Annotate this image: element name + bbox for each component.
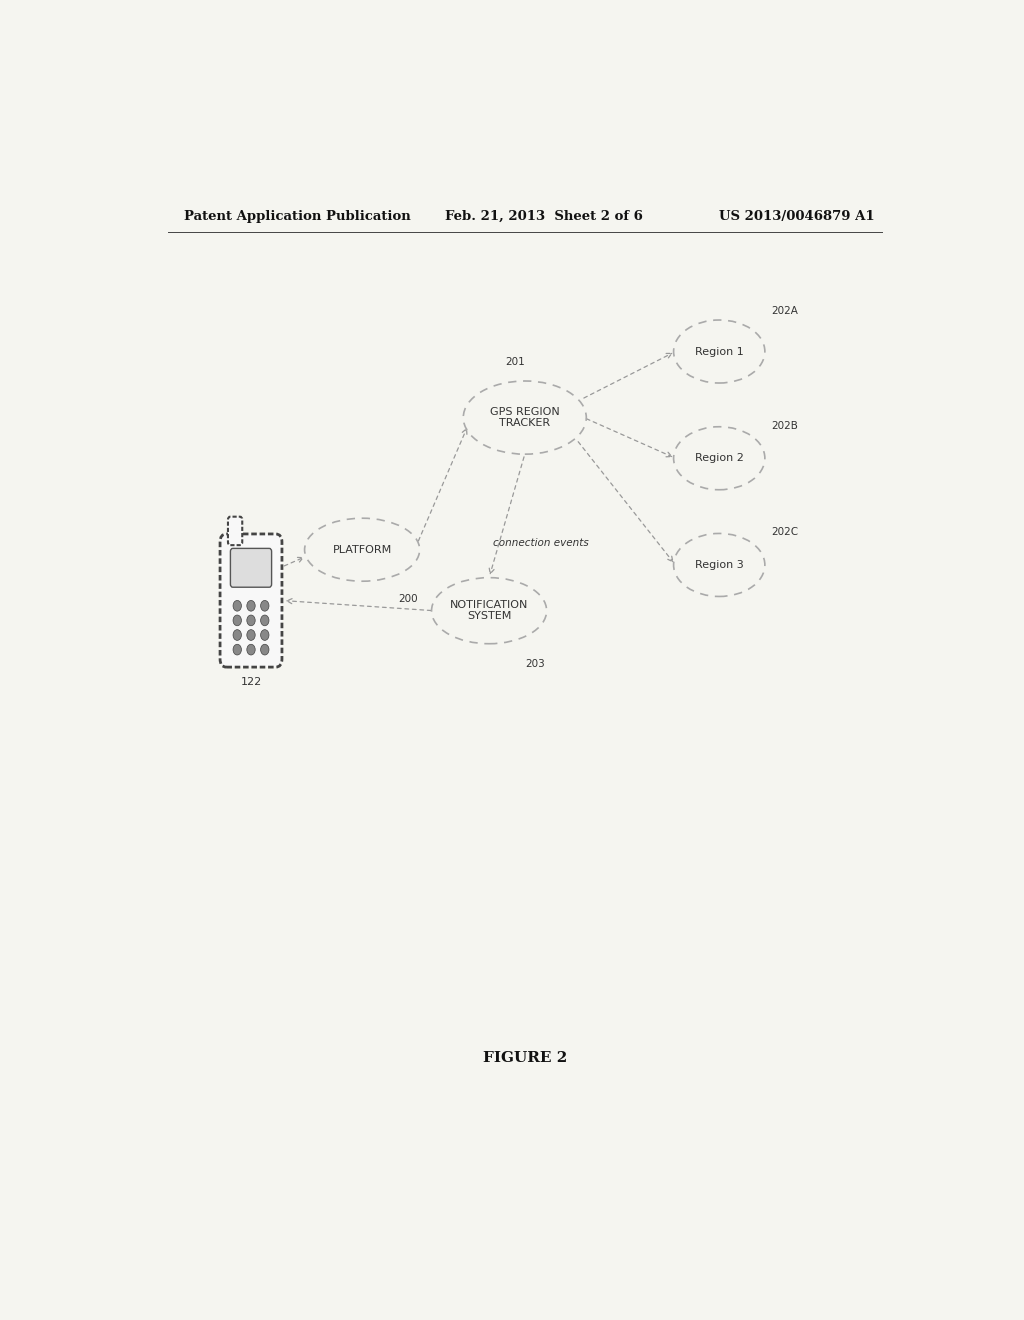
Text: FIGURE 2: FIGURE 2 <box>482 1051 567 1065</box>
Text: 122: 122 <box>241 677 262 688</box>
Circle shape <box>260 630 269 640</box>
Text: 203: 203 <box>524 659 545 668</box>
Text: 202B: 202B <box>771 421 798 430</box>
FancyBboxPatch shape <box>228 516 243 545</box>
FancyArrowPatch shape <box>587 418 672 457</box>
Circle shape <box>260 615 269 626</box>
Text: 202A: 202A <box>771 306 798 315</box>
Text: 202C: 202C <box>771 528 798 537</box>
Text: NOTIFICATION
SYSTEM: NOTIFICATION SYSTEM <box>450 599 528 622</box>
Text: GPS REGION
TRACKER: GPS REGION TRACKER <box>489 407 560 429</box>
FancyArrowPatch shape <box>419 429 467 541</box>
Text: Region 2: Region 2 <box>695 453 743 463</box>
Circle shape <box>247 601 255 611</box>
Text: Region 3: Region 3 <box>695 560 743 570</box>
FancyBboxPatch shape <box>230 548 271 587</box>
Text: PLATFORM: PLATFORM <box>333 545 392 554</box>
Circle shape <box>260 601 269 611</box>
Circle shape <box>247 630 255 640</box>
FancyArrowPatch shape <box>584 354 672 399</box>
Circle shape <box>233 630 242 640</box>
Circle shape <box>233 615 242 626</box>
Circle shape <box>260 644 269 655</box>
Text: 201: 201 <box>505 356 524 367</box>
Text: 200: 200 <box>397 594 418 603</box>
FancyBboxPatch shape <box>220 535 282 667</box>
Circle shape <box>247 615 255 626</box>
Circle shape <box>247 644 255 655</box>
FancyArrowPatch shape <box>579 442 673 562</box>
FancyArrowPatch shape <box>287 599 431 611</box>
Text: Region 1: Region 1 <box>695 347 743 356</box>
Text: US 2013/0046879 A1: US 2013/0046879 A1 <box>719 210 874 223</box>
Text: Patent Application Publication: Patent Application Publication <box>183 210 411 223</box>
Circle shape <box>233 601 242 611</box>
FancyArrowPatch shape <box>489 457 524 574</box>
Circle shape <box>233 644 242 655</box>
FancyArrowPatch shape <box>278 557 303 569</box>
Text: Feb. 21, 2013  Sheet 2 of 6: Feb. 21, 2013 Sheet 2 of 6 <box>445 210 643 223</box>
Text: connection events: connection events <box>493 537 589 548</box>
